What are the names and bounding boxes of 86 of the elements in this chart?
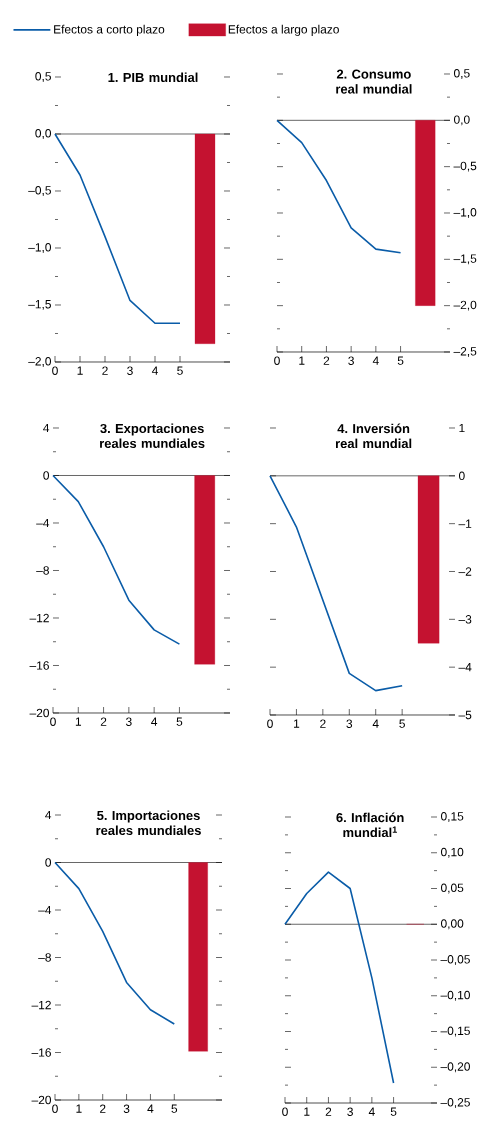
x-tick-label: 4 [147, 1104, 154, 1113]
y-tick-label: 1 [459, 423, 465, 433]
legend-label: Efectos a largo plazo [228, 24, 339, 36]
y-tick-label: 0 [45, 858, 52, 867]
y-tick-label: 4 [43, 423, 50, 433]
x-tick-label: 0 [52, 366, 58, 375]
x-tick-label: 2 [99, 1104, 106, 1113]
x-tick-label: 3 [346, 719, 353, 728]
y-tick-label: –4 [36, 518, 50, 528]
y-tick-label: 0,0 [453, 115, 470, 126]
y-tick-label: –0,25 [440, 1098, 470, 1108]
y-tick-label: –0,5 [453, 161, 477, 172]
y-tick-label: –0,15 [440, 1026, 470, 1037]
y-tick-label: –4 [38, 905, 52, 915]
y-tick-label: –2,0 [28, 357, 52, 367]
chart-title: 3. Exportaciones reales mundiales [100, 423, 205, 448]
x-tick-label: 4 [151, 717, 158, 726]
y-tick-label: –1,0 [453, 208, 477, 218]
y-tick-label: –1,5 [453, 254, 477, 265]
x-tick-label: 0 [274, 356, 280, 365]
y-tick-label: –0,10 [440, 990, 470, 1001]
y-tick-label: 0 [43, 471, 50, 480]
x-tick-label: 3 [123, 1104, 130, 1113]
y-tick-label: 0,00 [440, 919, 464, 930]
x-tick-label: 2 [100, 717, 107, 726]
chart-title: 1. PIB mundial [108, 72, 198, 83]
y-tick-label: –1,0 [28, 243, 52, 253]
x-tick-label: 3 [127, 366, 133, 375]
y-tick-label: –2,5 [453, 347, 477, 357]
x-tick-label: 2 [102, 366, 108, 375]
y-tick-label: –5 [458, 710, 472, 720]
x-tick-label: 1 [299, 356, 305, 365]
y-tick-label: 0,15 [440, 812, 464, 822]
x-tick-label: 1 [76, 1104, 82, 1113]
y-tick-label: 0,0 [35, 129, 52, 139]
x-tick-label: 1 [294, 719, 300, 728]
y-tick-label: –0,5 [28, 186, 51, 196]
legend-label: Efectos a corto plazo [54, 24, 165, 36]
x-tick-label: 2 [320, 719, 326, 728]
y-tick-label: –20 [31, 1095, 52, 1105]
y-tick-label: –12 [29, 613, 49, 623]
x-tick-label: 2 [325, 1107, 332, 1116]
x-tick-label: 5 [397, 356, 404, 365]
y-tick-label: –8 [36, 566, 49, 575]
y-tick-label: –1,5 [28, 300, 51, 310]
y-tick-label: 0,5 [453, 69, 470, 79]
x-tick-label: 0 [52, 1104, 58, 1113]
x-tick-label: 1 [75, 717, 82, 726]
x-tick-label: 5 [399, 719, 405, 728]
y-tick-label: –4 [458, 663, 472, 672]
y-tick-label: –3 [458, 615, 472, 624]
y-tick-label: –0,20 [440, 1062, 470, 1073]
chart-title: 6. Inflación mundial$^{1}$ [336, 812, 404, 838]
y-tick-label: –12 [31, 1000, 51, 1010]
x-tick-label: 4 [151, 366, 158, 375]
x-tick-label: 1 [304, 1107, 310, 1116]
y-tick-label: –20 [29, 708, 50, 718]
x-tick-label: 3 [348, 356, 354, 365]
y-tick-label: –2,0 [453, 300, 477, 311]
y-tick-label: –16 [31, 1048, 51, 1057]
x-tick-label: 2 [323, 356, 330, 365]
x-tick-label: 5 [177, 366, 183, 375]
x-tick-label: 4 [368, 1107, 375, 1116]
x-tick-label: 5 [171, 1104, 178, 1113]
chart-title: 2. Consumo real mundial [336, 69, 412, 94]
x-tick-label: 3 [125, 717, 132, 726]
y-tick-label: –2 [458, 567, 472, 576]
y-tick-label: 4 [45, 810, 52, 820]
x-tick-label: 3 [347, 1107, 353, 1116]
y-tick-label: 0,05 [440, 883, 464, 894]
x-tick-label: 1 [77, 366, 83, 375]
chart-title: 4. Inversión real mundial [335, 423, 412, 449]
x-tick-label: 4 [372, 356, 379, 365]
chart-title: 5. Importaciones reales mundiales [96, 810, 201, 835]
y-tick-label: –8 [38, 953, 51, 962]
y-tick-label: –1 [458, 519, 472, 528]
y-tick-label: –0,05 [440, 955, 470, 965]
y-tick-label: 0 [458, 471, 465, 481]
x-tick-label: 0 [267, 719, 273, 728]
x-tick-label: 4 [372, 719, 379, 728]
x-tick-label: 0 [282, 1107, 288, 1116]
y-tick-label: 0,10 [440, 847, 464, 858]
x-tick-label: 5 [390, 1107, 397, 1116]
x-tick-label: 5 [176, 717, 183, 726]
y-tick-label: 0,5 [35, 72, 51, 82]
y-tick-label: –16 [29, 661, 49, 670]
